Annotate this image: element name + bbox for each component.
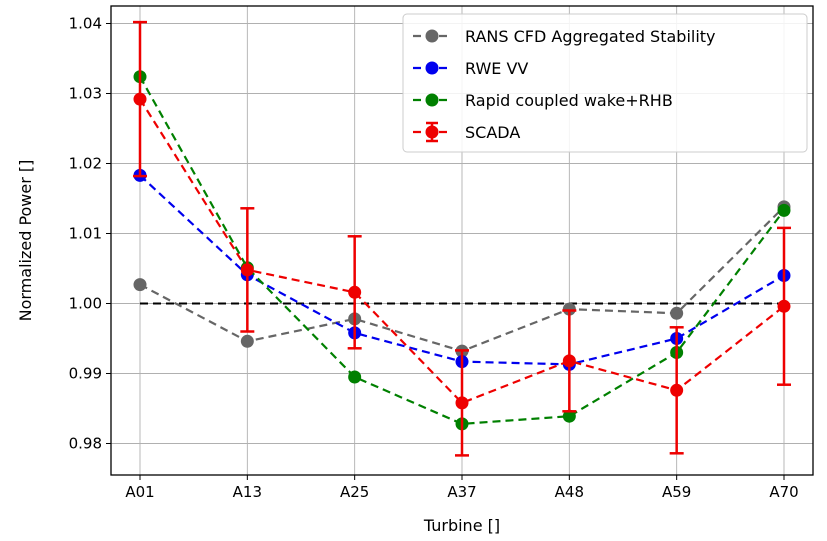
legend: RANS CFD Aggregated Stability RWE VV Rapid… [402, 13, 808, 153]
y-axis-label: Normalized Power [] [16, 160, 35, 322]
x-tick-label: A70 [769, 483, 798, 501]
y-tick-label: 1.03 [69, 85, 102, 103]
series-scada [133, 20, 791, 457]
x-tick-label: A37 [447, 483, 476, 501]
data-point [240, 263, 254, 277]
x-tick-label: A48 [555, 483, 584, 501]
data-point [348, 285, 362, 299]
data-point [777, 203, 791, 217]
legend-label: Rapid coupled wake+RHB [465, 91, 673, 110]
data-point [562, 409, 576, 423]
y-tick-label: 0.98 [69, 435, 102, 453]
data-point [348, 370, 362, 384]
legend-marker [425, 93, 439, 107]
x-tick-label: A01 [125, 483, 154, 501]
y-tick-label: 1.01 [69, 225, 102, 243]
legend-marker [425, 29, 439, 43]
data-point [777, 299, 791, 313]
legend-label: SCADA [465, 123, 520, 142]
legend-entry: RWE VV [413, 59, 528, 78]
legend-marker [425, 61, 439, 75]
data-point [670, 306, 684, 320]
data-point [562, 354, 576, 368]
x-axis-label: Turbine [] [423, 516, 500, 535]
legend-box [402, 13, 808, 153]
y-tick-label: 1.04 [69, 15, 102, 33]
y-tick-label: 1.00 [69, 295, 102, 313]
x-tick-label: A59 [662, 483, 691, 501]
legend-marker [425, 125, 439, 139]
data-point [562, 302, 576, 316]
data-point [670, 383, 684, 397]
data-point [133, 278, 147, 292]
ticks: A01 A13 A25 A37 A48 A59 A70 0.98 0.99 1.00 1.01 1.0… [69, 15, 799, 502]
data-point [133, 92, 147, 106]
legend-label: RANS CFD Aggregated Stability [465, 27, 716, 46]
legend-label: RWE VV [465, 59, 528, 78]
y-tick-label: 1.02 [69, 155, 102, 173]
y-tick-label: 0.99 [69, 365, 102, 383]
x-tick-label: A25 [340, 483, 369, 501]
legend-entry: SCADA [413, 121, 520, 143]
x-tick-label: A13 [233, 483, 262, 501]
legend-entry: RANS CFD Aggregated Stability [413, 27, 716, 46]
data-point [240, 334, 254, 348]
data-point [455, 396, 469, 410]
series-layer [133, 20, 791, 457]
legend-entry: Rapid coupled wake+RHB [413, 91, 673, 110]
